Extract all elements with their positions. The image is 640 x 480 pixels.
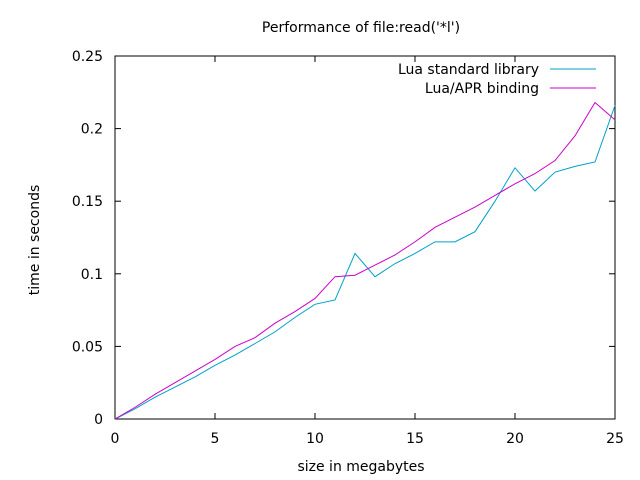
series-group [114,101,616,420]
x-tick-label: 25 [606,431,624,447]
y-tick-label: 0 [94,412,103,428]
y-axis-label: time in seconds [27,185,43,296]
x-axis-label: size in megabytes [297,459,424,475]
y-tick-label: 0.25 [72,49,103,65]
y-tick-label: 0.05 [72,339,103,355]
axis-ticks: 0 5 10 15 20 25 0 0.05 0.1 0.15 0.2 0.25 [72,49,624,447]
x-tick-label: 15 [406,431,424,447]
y-tick-label: 0.2 [81,122,103,138]
series-line-1 [114,105,616,420]
x-tick-label: 20 [506,431,524,447]
y-tick-label: 0.15 [72,194,103,210]
x-tick-label: 0 [111,431,120,447]
chart-title: Performance of file:read('*l') [262,20,460,36]
x-tick-label: 10 [306,431,324,447]
legend-label: Lua/APR binding [425,81,539,97]
legend: Lua standard library Lua/APR binding [398,62,596,97]
legend-label: Lua standard library [398,62,539,78]
x-tick-label: 5 [211,431,220,447]
y-tick-label: 0.1 [81,267,103,283]
plot-frame [114,55,616,420]
series-line-2 [114,101,616,420]
